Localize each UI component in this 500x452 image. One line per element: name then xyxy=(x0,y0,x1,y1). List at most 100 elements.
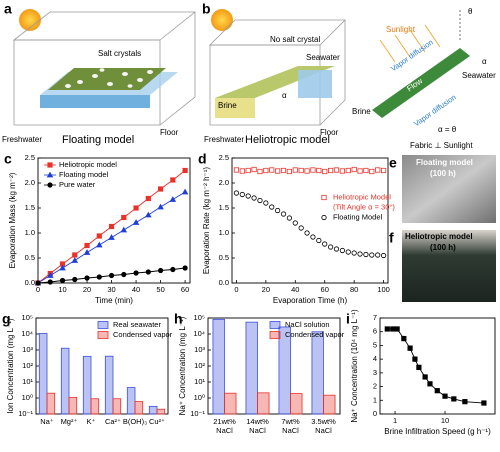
label: α xyxy=(282,91,287,100)
x-tick-label: 14wt% xyxy=(246,417,269,426)
marker xyxy=(47,279,53,285)
panel-label: e xyxy=(389,155,397,171)
y-axis-label: Evaporation Mass (kg m⁻²) xyxy=(8,172,17,268)
x-tick-label: 10 xyxy=(441,416,449,425)
photo xyxy=(402,155,496,223)
panel-label: c xyxy=(4,151,12,167)
marker xyxy=(275,168,281,174)
marker xyxy=(481,400,487,406)
marker xyxy=(35,280,41,286)
marker xyxy=(375,252,381,258)
label: Brine xyxy=(218,101,237,110)
marker xyxy=(157,203,164,210)
y-tick-label: 10⁵ xyxy=(22,313,33,322)
marker xyxy=(84,242,90,249)
sun-rays xyxy=(379,24,441,63)
marker xyxy=(316,237,322,244)
legend-marker xyxy=(46,171,54,178)
x-tick-label: 0 xyxy=(234,285,238,294)
photos: e Floating model (100 h) f Heliotropic m… xyxy=(389,155,496,302)
marker xyxy=(59,264,66,271)
bar xyxy=(323,394,336,415)
marker xyxy=(339,247,345,254)
legend-marker xyxy=(321,194,327,201)
marker xyxy=(304,230,310,236)
marker xyxy=(427,381,433,387)
panel-label: b xyxy=(202,1,211,17)
marker xyxy=(96,241,103,248)
marker xyxy=(401,335,407,342)
legend-label: Condensed vapor xyxy=(113,330,173,339)
x-tick-label: NaCl xyxy=(282,426,299,435)
marker xyxy=(132,219,140,225)
marker xyxy=(108,272,115,279)
marker xyxy=(407,345,413,351)
panel-a: a Salt crystals Freshwater Floor Floatin… xyxy=(2,1,197,146)
x-tick-label: K⁺ xyxy=(87,417,96,426)
legend-label: Floating Model xyxy=(333,212,383,221)
label: Sunlight xyxy=(386,25,416,34)
marker xyxy=(416,364,422,370)
x-tick-label: 1 xyxy=(393,416,397,425)
marker xyxy=(380,252,387,259)
y-tick-label: 0.5 xyxy=(25,253,35,262)
marker xyxy=(233,167,240,173)
y-axis-label: Evaporation Rate (kg m⁻² h⁻¹) xyxy=(202,167,211,274)
marker xyxy=(269,167,275,173)
marker xyxy=(145,211,152,218)
label: Salt crystals xyxy=(98,49,141,58)
marker xyxy=(462,399,468,405)
x-tick-label: 80 xyxy=(350,285,358,294)
marker xyxy=(286,215,292,221)
bar xyxy=(212,318,225,415)
marker xyxy=(84,275,90,281)
marker xyxy=(72,276,78,283)
marker xyxy=(442,393,448,399)
y-axis-label: Na⁺ Concentration (10⁴ mg L⁻¹) xyxy=(350,309,359,423)
x-tick-label: 7wt% xyxy=(281,417,300,426)
y-tick-label: 0.5 xyxy=(219,253,229,262)
legend-label: Real seawater xyxy=(113,320,161,329)
bar xyxy=(156,408,166,415)
marker xyxy=(269,204,275,210)
marker xyxy=(451,396,457,402)
marker xyxy=(46,272,54,278)
x-tick-label: 20 xyxy=(262,285,270,294)
panel-label: a xyxy=(4,1,12,17)
marker xyxy=(59,277,66,284)
y-tick-label: 2 xyxy=(373,382,377,391)
marker xyxy=(351,166,357,173)
marker xyxy=(181,188,189,195)
panel-label: h xyxy=(174,311,183,327)
marker xyxy=(280,211,287,217)
photo xyxy=(402,230,496,302)
marker xyxy=(363,251,369,258)
x-tick-label: 40 xyxy=(132,285,140,294)
marker xyxy=(298,167,304,174)
marker xyxy=(310,167,316,173)
sun-icon xyxy=(211,9,233,31)
x-axis-label: Time (min) xyxy=(95,296,133,305)
legend-swatch xyxy=(269,321,281,329)
marker xyxy=(310,234,316,240)
label: Seawater xyxy=(462,71,496,80)
label: Vapor diffusion xyxy=(412,93,458,129)
marker xyxy=(169,196,177,202)
y-tick-label: 10¹ xyxy=(22,377,33,386)
box-top xyxy=(12,11,197,41)
y-tick-label: 10⁻¹ xyxy=(18,409,33,418)
caption: Floating model xyxy=(62,134,134,146)
caption: Fabric ⊥ Sunlight xyxy=(410,141,473,150)
legend-marker xyxy=(47,182,53,188)
marker xyxy=(357,168,363,174)
caption: Heliotropic model xyxy=(245,134,330,146)
y-tick-label: 10⁰ xyxy=(194,393,205,402)
marker xyxy=(96,233,102,239)
salt-dots xyxy=(65,68,153,88)
legend-swatch xyxy=(97,331,109,339)
marker xyxy=(108,234,115,240)
marker xyxy=(83,249,91,255)
marker xyxy=(363,167,369,174)
label: Floor xyxy=(160,128,179,137)
x-tick-label: Na⁺ xyxy=(40,417,54,426)
